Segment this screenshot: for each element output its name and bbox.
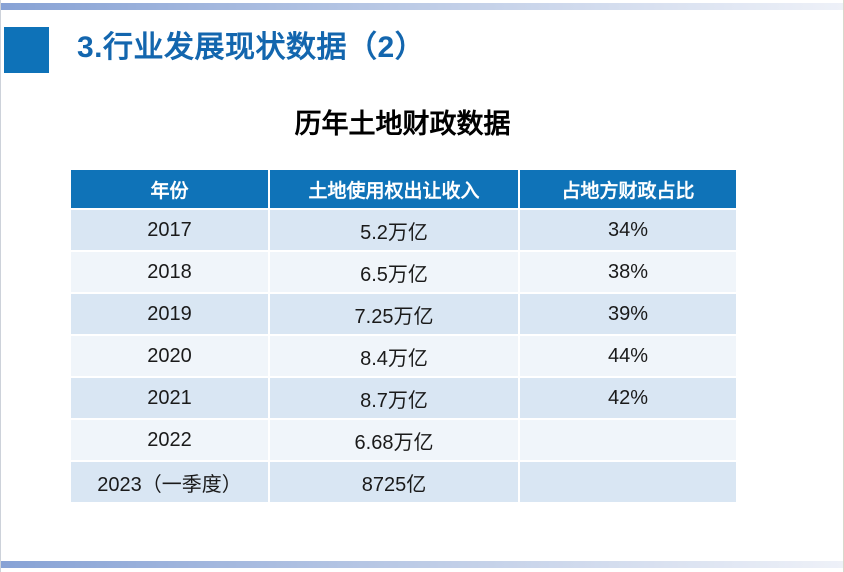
table-body: 2017 5.2万亿 34% 2018 6.5万亿 38% 2019 7.25万亿 39% 202…	[69, 208, 738, 504]
header-cell: 占地方财政占比	[518, 168, 738, 210]
table-cell: 2020	[69, 334, 270, 378]
table-cell: 8725亿	[268, 460, 520, 504]
table-row: 2020 8.4万亿 44%	[69, 334, 738, 378]
table-cell: 2017	[69, 208, 270, 252]
slide-title: 3.行业发展现状数据（2）	[77, 31, 426, 64]
land-finance-table: 年份 土地使用权出让收入 占地方财政占比 2017 5.2万亿 34% 2018 6.5万亿…	[69, 168, 738, 504]
table-row: 2017 5.2万亿 34%	[69, 208, 738, 252]
header-cell: 年份	[69, 168, 270, 210]
table-cell: 42%	[518, 376, 738, 420]
table-row: 2023（一季度） 8725亿	[69, 460, 738, 504]
table-row: 2021 8.7万亿 42%	[69, 376, 738, 420]
table-row: 2019 7.25万亿 39%	[69, 292, 738, 336]
table-cell	[518, 418, 738, 462]
table-cell: 6.68万亿	[268, 418, 520, 462]
table-cell: 8.7万亿	[268, 376, 520, 420]
table-cell: 34%	[518, 208, 738, 252]
table-cell: 2023（一季度）	[69, 460, 270, 504]
table-cell: 39%	[518, 292, 738, 336]
table-cell: 7.25万亿	[268, 292, 520, 336]
table-cell: 44%	[518, 334, 738, 378]
table-cell	[518, 460, 738, 504]
title-accent-square	[4, 27, 49, 73]
table-cell: 8.4万亿	[268, 334, 520, 378]
table-cell: 6.5万亿	[268, 250, 520, 294]
table-row: 2018 6.5万亿 38%	[69, 250, 738, 294]
bottom-decoration-bar	[1, 561, 843, 568]
top-decoration-bar	[1, 3, 843, 10]
table-cell: 2018	[69, 250, 270, 294]
table-cell: 2019	[69, 292, 270, 336]
table-row: 2022 6.68万亿	[69, 418, 738, 462]
header-cell: 土地使用权出让收入	[268, 168, 520, 210]
table-cell: 2021	[69, 376, 270, 420]
table-cell: 2022	[69, 418, 270, 462]
table-cell: 38%	[518, 250, 738, 294]
table-title: 历年土地财政数据	[294, 109, 511, 139]
table-cell: 5.2万亿	[268, 208, 520, 252]
table-header-row: 年份 土地使用权出让收入 占地方财政占比	[69, 168, 738, 210]
